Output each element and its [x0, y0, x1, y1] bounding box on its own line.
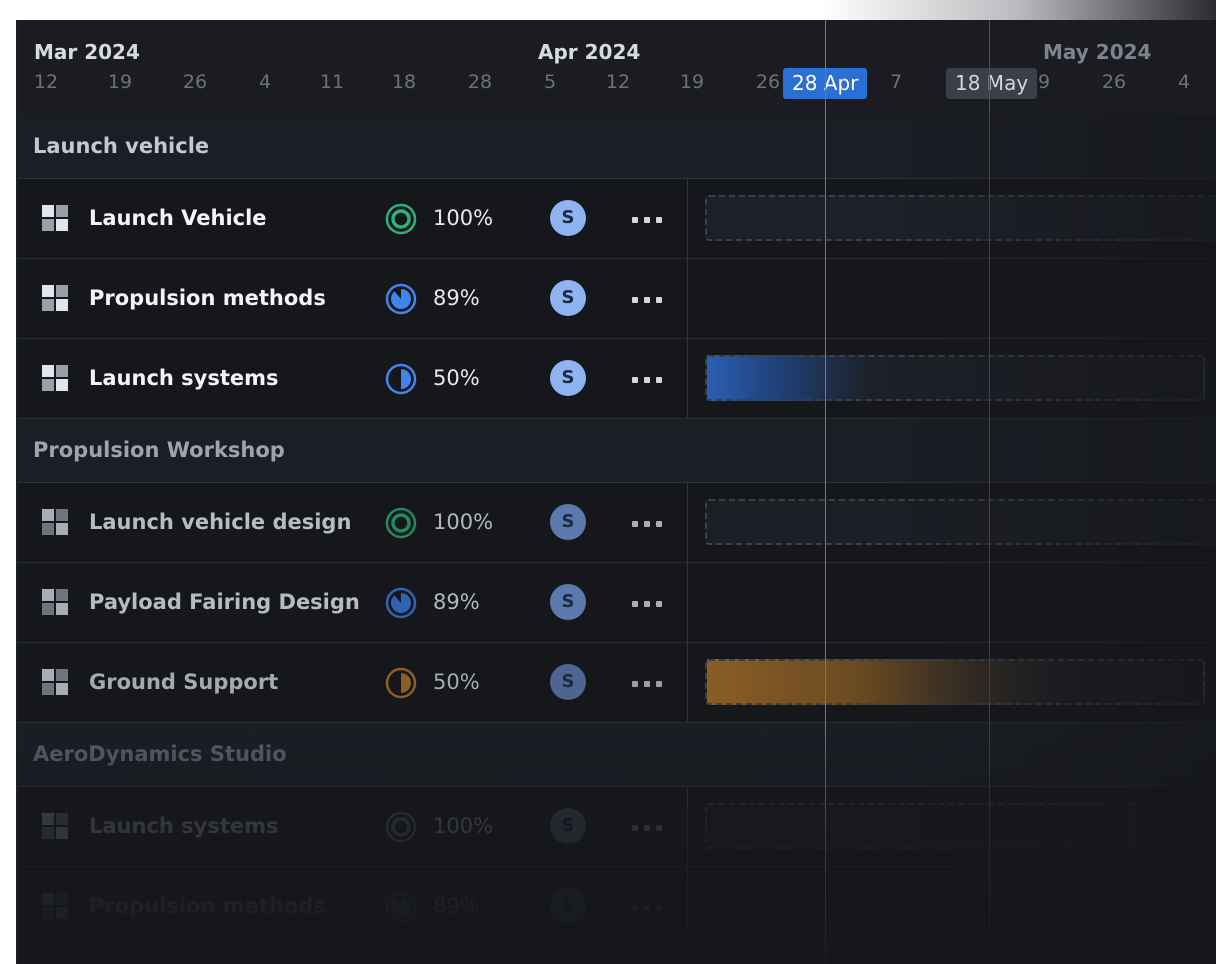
avatar[interactable]: S	[550, 200, 586, 236]
column-divider	[687, 867, 688, 946]
date-tick: 19	[679, 71, 705, 93]
avatar[interactable]: S	[550, 360, 586, 396]
date-tick: 5	[543, 71, 557, 93]
date-tick: 12	[605, 71, 631, 93]
more-horizontal-icon[interactable]	[632, 825, 666, 831]
avatar[interactable]: S	[550, 664, 586, 700]
date-tick: 7	[889, 71, 903, 93]
date-tick: 18	[391, 71, 417, 93]
milestone-marker[interactable]: 18 May	[946, 68, 1038, 99]
task-name: Payload Fairing Design	[89, 590, 360, 614]
column-divider	[687, 179, 688, 258]
column-divider	[687, 787, 688, 866]
gantt-bar[interactable]	[705, 803, 1135, 849]
progress-complete-icon	[385, 507, 417, 539]
date-tick: 19	[107, 71, 133, 93]
task-row[interactable]: Launch Vehicle 100% S	[18, 179, 1216, 259]
avatar[interactable]: S	[550, 504, 586, 540]
avatar[interactable]: S	[550, 808, 586, 844]
more-horizontal-icon[interactable]	[632, 521, 666, 527]
task-name: Ground Support	[89, 670, 279, 694]
more-horizontal-icon[interactable]	[632, 217, 666, 223]
progress-partial-icon	[385, 283, 417, 315]
more-horizontal-icon[interactable]	[632, 601, 666, 607]
avatar[interactable]: S	[550, 584, 586, 620]
column-divider	[687, 259, 688, 338]
date-tick: 26	[1101, 71, 1127, 93]
task-name: Launch Vehicle	[89, 206, 267, 230]
milestone-line	[989, 20, 990, 964]
more-horizontal-icon[interactable]	[632, 681, 666, 687]
group-title: Propulsion Workshop	[33, 438, 285, 462]
date-tick: 9	[1037, 71, 1051, 93]
task-icon	[42, 669, 70, 697]
progress-complete-icon	[385, 203, 417, 235]
avatar[interactable]: S	[550, 888, 586, 924]
task-row[interactable]: Ground Support 50% S	[18, 643, 1216, 723]
column-divider	[687, 563, 688, 642]
column-divider	[687, 339, 688, 418]
month-label: Mar 2024	[34, 40, 140, 64]
task-row[interactable]: Payload Fairing Design 89% S	[18, 563, 1216, 643]
date-tick: 26	[182, 71, 208, 93]
more-horizontal-icon[interactable]	[632, 377, 666, 383]
today-line	[825, 20, 826, 964]
task-name: Launch vehicle design	[89, 510, 352, 534]
column-divider	[687, 483, 688, 562]
task-icon	[42, 893, 70, 921]
progress-percent: 89%	[433, 894, 480, 918]
progress-percent: 100%	[433, 206, 494, 230]
task-name: Propulsion methods	[89, 894, 326, 918]
more-horizontal-icon[interactable]	[632, 905, 666, 911]
date-tick: 28	[467, 71, 493, 93]
gantt-panel: Mar 2024 Apr 2024 May 2024 12 19 26 4 11…	[16, 20, 1216, 964]
more-horizontal-icon[interactable]	[632, 297, 666, 303]
timeline-header: Mar 2024 Apr 2024 May 2024 12 19 26 4 11…	[18, 20, 1216, 116]
date-tick: 26	[755, 71, 781, 93]
task-icon	[42, 285, 70, 313]
progress-partial-icon	[385, 891, 417, 923]
gantt-bar[interactable]	[705, 355, 1205, 401]
gantt-bar[interactable]	[705, 195, 1216, 241]
month-label: Apr 2024	[538, 40, 641, 64]
progress-partial-icon	[385, 667, 417, 699]
progress-percent: 50%	[433, 670, 480, 694]
task-name: Launch systems	[89, 366, 279, 390]
group-header-propulsion-workshop[interactable]: Propulsion Workshop	[18, 419, 1216, 483]
group-header-launch-vehicle[interactable]: Launch vehicle	[18, 115, 1216, 179]
task-row[interactable]: Propulsion methods 89% S	[18, 867, 1216, 947]
task-name: Launch systems	[89, 814, 279, 838]
date-tick: 4	[258, 71, 272, 93]
gantt-bar[interactable]	[705, 659, 1205, 705]
group-header-aerodynamics-studio[interactable]: AeroDynamics Studio	[18, 723, 1216, 787]
progress-percent: 50%	[433, 366, 480, 390]
date-tick: 12	[33, 71, 59, 93]
progress-partial-icon	[385, 363, 417, 395]
date-tick: 4	[1177, 71, 1191, 93]
task-icon	[42, 813, 70, 841]
gantt-bar[interactable]	[705, 499, 1216, 545]
task-icon	[42, 589, 70, 617]
date-tick: 11	[319, 71, 345, 93]
column-divider	[687, 643, 688, 722]
progress-partial-icon	[385, 587, 417, 619]
group-title: Launch vehicle	[33, 134, 210, 158]
task-icon	[42, 509, 70, 537]
task-name: Propulsion methods	[89, 286, 326, 310]
progress-percent: 100%	[433, 510, 494, 534]
progress-percent: 89%	[433, 286, 480, 310]
progress-percent: 89%	[433, 590, 480, 614]
task-row[interactable]: Launch vehicle design 100% S	[18, 483, 1216, 563]
window-corner-gradient	[820, 0, 1216, 22]
task-icon	[42, 365, 70, 393]
task-row[interactable]: Launch systems 100% S	[18, 787, 1216, 867]
progress-percent: 100%	[433, 814, 494, 838]
task-row[interactable]: Propulsion methods 89% S	[18, 259, 1216, 339]
task-icon	[42, 205, 70, 233]
avatar[interactable]: S	[550, 280, 586, 316]
group-title: AeroDynamics Studio	[33, 742, 287, 766]
month-label: May 2024	[1043, 40, 1152, 64]
progress-complete-icon	[385, 811, 417, 843]
task-row[interactable]: Launch systems 50% S	[18, 339, 1216, 419]
